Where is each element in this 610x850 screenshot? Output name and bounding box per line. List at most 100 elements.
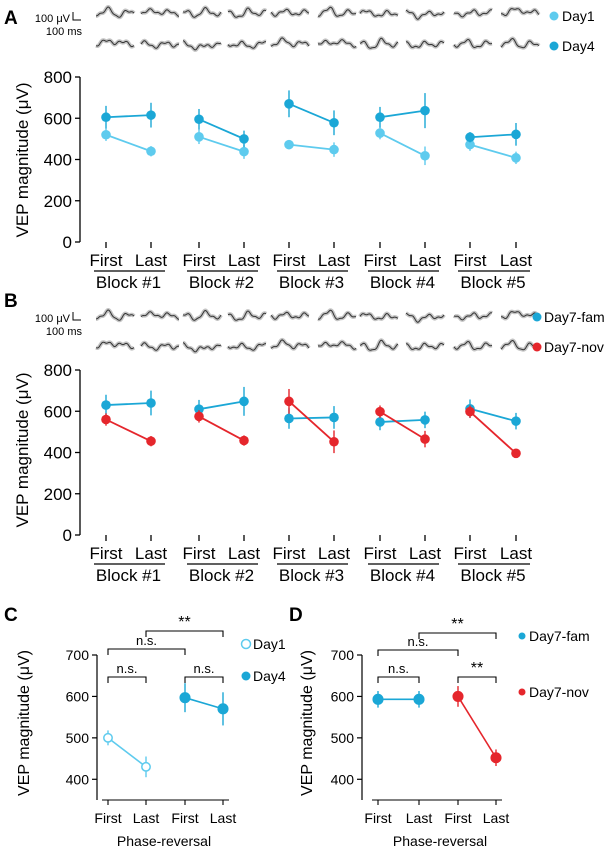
block-label: Block #3 (279, 273, 344, 292)
data-point-day1 (239, 146, 249, 157)
data-point-day4 (217, 703, 229, 715)
trace-line (140, 311, 179, 320)
y-axis-d: 400 500 600 700 (331, 647, 363, 800)
significance-label: ** (451, 616, 463, 633)
trace-line (140, 342, 180, 351)
legend-marker-day1 (549, 11, 559, 21)
legend-marker-day7-nov (518, 688, 526, 696)
y-tick-label: 500 (66, 730, 90, 746)
block-label: Block #5 (460, 273, 525, 292)
data-point-day7-fam (101, 400, 111, 410)
panel-a: A 100 μV 100 ms Day1 Day4 0200400600800 … (4, 5, 595, 292)
legend-marker-day7-nov (532, 342, 542, 352)
panel-letter-a: A (4, 8, 18, 29)
y-tick-label: 600 (331, 688, 355, 704)
scale-bar-voltage-label: 100 μV (35, 13, 71, 25)
legend-marker-day4 (549, 41, 559, 51)
plot-area-c (103, 683, 229, 778)
trace-line (359, 37, 399, 49)
scale-bar-lines (72, 312, 81, 321)
data-point-day7-nov (490, 752, 502, 764)
panel-d: D 400 500 600 700 VEP magnitude (μV) ** n.s.… (289, 605, 590, 849)
data-point-day4 (465, 132, 475, 143)
data-point-day7-fam (372, 693, 384, 705)
significance-label: n.s. (388, 661, 409, 676)
plot-area-a (101, 90, 521, 166)
series-line-day1 (107, 737, 147, 768)
scale-bar-time-label: 100 ms (46, 26, 83, 38)
data-point-day1 (511, 153, 521, 163)
trace-line (270, 37, 310, 48)
x-tick-label: First (444, 810, 471, 826)
plot-area-b (101, 386, 521, 459)
legend-a: Day1 Day4 (549, 8, 595, 54)
legend-label-day7-nov: Day7-nov (544, 339, 604, 355)
legend-label-day1: Day1 (253, 636, 286, 652)
data-point-day1 (329, 144, 339, 155)
series-line-day7-nov (288, 400, 335, 443)
y-axis-label-c: VEP magnitude (μV) (16, 650, 33, 796)
x-axis-label-c: Phase-reversal (117, 833, 211, 849)
trace-line (453, 38, 493, 49)
scale-bar-a: 100 μV 100 ms (35, 12, 83, 38)
significance-label: n.s. (117, 661, 138, 676)
y-tick-label: 200 (44, 192, 72, 211)
block-label: Block #2 (189, 566, 254, 585)
y-tick-label: 500 (331, 730, 355, 746)
data-point-day7-fam (329, 412, 339, 423)
x-tick-label: First (182, 251, 215, 270)
data-point-day4 (194, 114, 204, 125)
x-axis-labels-c: First Last First Last (94, 799, 236, 826)
x-tick-label: Last (409, 544, 441, 563)
significance-bracket (107, 648, 186, 655)
legend-label-day4: Day4 (562, 38, 595, 54)
x-tick-label: Last (500, 544, 532, 563)
data-point-day4 (101, 112, 111, 123)
data-point-day7-nov (239, 435, 249, 446)
series-line-day4 (469, 133, 517, 139)
data-point-day1 (146, 146, 156, 157)
trace-line (96, 309, 135, 321)
significance-bracket (377, 649, 459, 656)
series-line-day7-fam (379, 419, 426, 423)
trace-line (96, 6, 135, 18)
trace-line (500, 37, 540, 49)
trace-line (501, 311, 540, 320)
trace-line (500, 339, 540, 351)
series-line-day7-fam (469, 407, 517, 423)
series-line-day1 (198, 135, 245, 153)
trace-line (95, 39, 135, 48)
y-axis-c: 400 500 600 700 (66, 647, 98, 800)
block-label: Block #4 (370, 566, 435, 585)
significance-brackets-c: ** n.s. n.s. n.s. (107, 614, 224, 683)
data-point-day7-fam (375, 417, 385, 427)
series-line-day4 (105, 114, 152, 119)
trace-line (453, 340, 493, 351)
data-point-day4 (239, 134, 249, 144)
x-tick-label: First (94, 810, 121, 826)
significance-label: n.s. (194, 661, 215, 676)
trace-line (359, 312, 399, 320)
scale-bar-time-label: 100 ms (46, 326, 83, 338)
y-tick-label: 200 (44, 485, 72, 504)
panel-letter-c: C (4, 605, 18, 626)
data-point-day4 (146, 110, 156, 120)
series-line-day1 (379, 132, 426, 157)
data-point-day1 (141, 761, 151, 772)
legend-label-day1: Day1 (562, 8, 595, 24)
trace-line (359, 9, 399, 17)
trace-line (227, 342, 267, 351)
trace-line (359, 339, 399, 351)
y-axis-a: 0 200 400 600 800 (44, 68, 81, 252)
significance-label: n.s. (408, 634, 429, 649)
x-axis-label-d: Phase-reversal (393, 833, 487, 849)
y-tick-label: 0 (63, 233, 72, 252)
trace-line (453, 312, 493, 321)
series-line-day1 (469, 143, 517, 159)
trace-line (405, 9, 445, 20)
x-tick-label: First (453, 544, 486, 563)
y-tick-label: 700 (331, 647, 355, 663)
y-tick-label: 400 (66, 771, 90, 787)
trace-sem-band (499, 36, 541, 50)
